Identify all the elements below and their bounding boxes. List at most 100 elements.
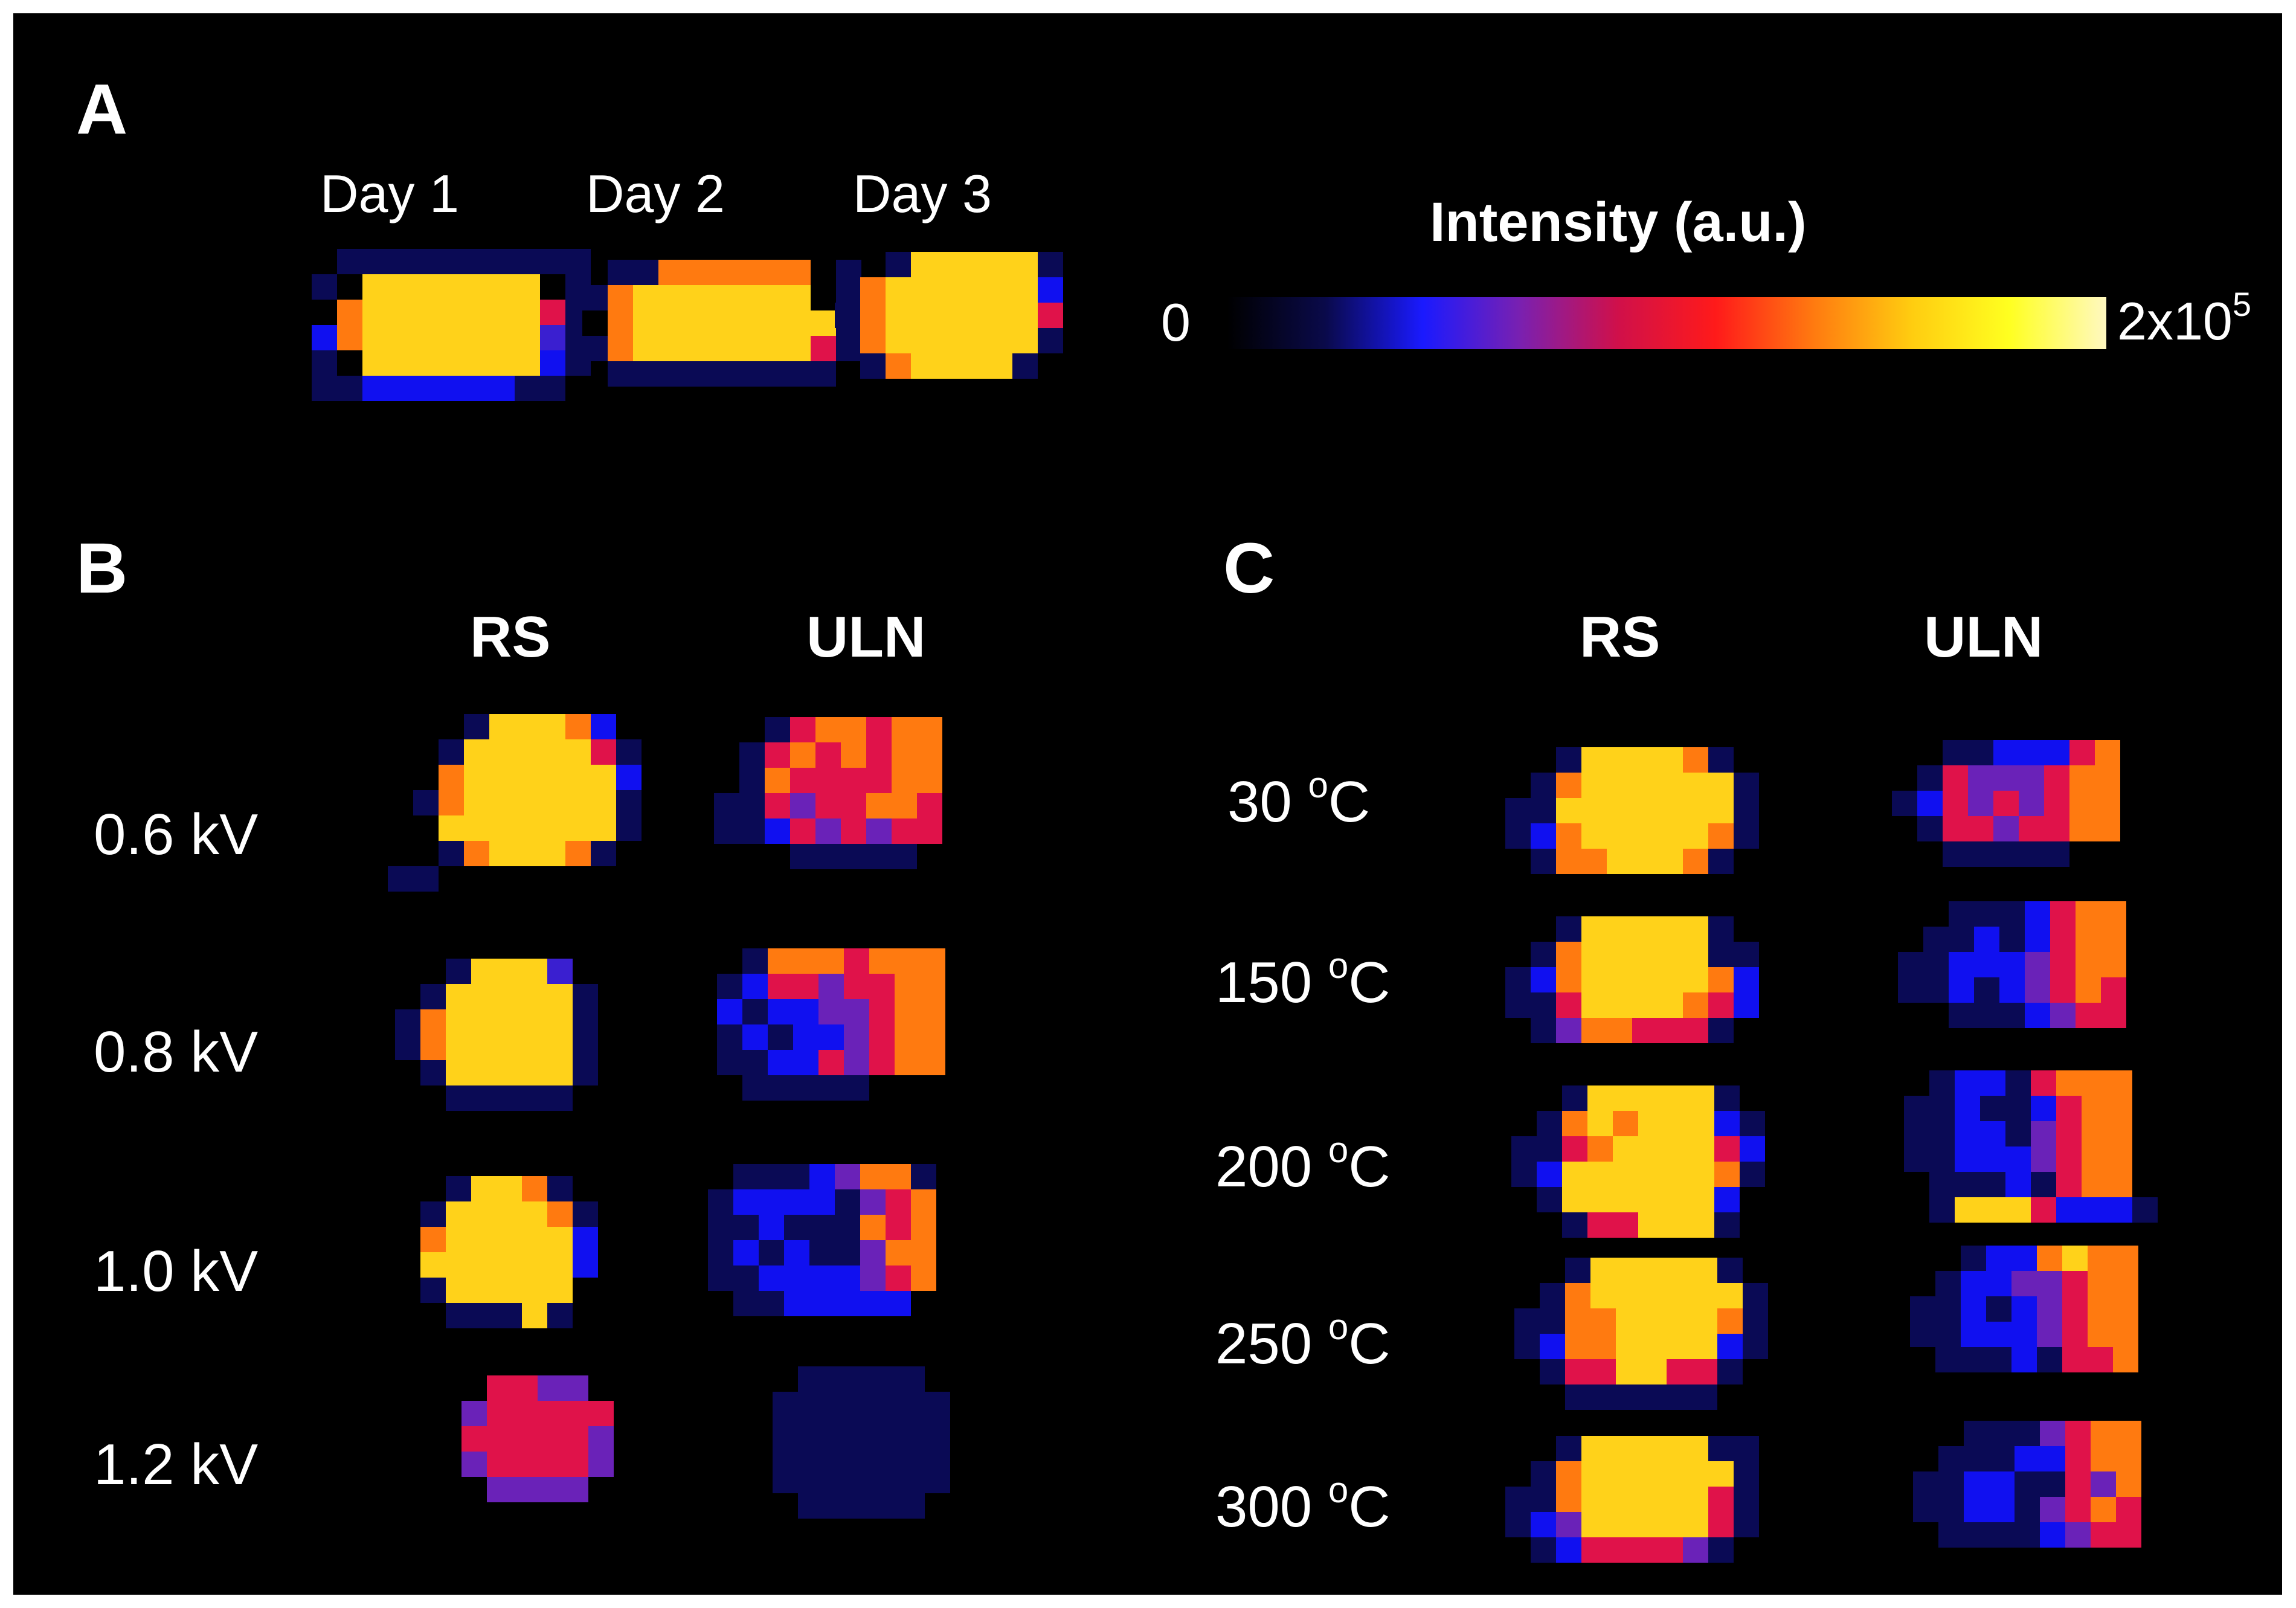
pixel-cell (446, 1085, 471, 1111)
pixel-cell (1993, 740, 2019, 765)
pixel-cell (563, 1375, 588, 1401)
pixel-cell (515, 841, 540, 866)
pixel-cell (860, 1240, 886, 1265)
pixel-cell (489, 300, 515, 325)
pixel-cell (920, 1024, 945, 1050)
pixel-cell (708, 1189, 733, 1215)
pixel-cell (446, 1176, 471, 1201)
pixel-cell (818, 1075, 844, 1101)
pixel-cell (471, 1201, 497, 1227)
pixel-cell (1664, 1187, 1689, 1212)
pixel-cell (1514, 1308, 1540, 1334)
pixel-cell (1734, 823, 1759, 849)
pixel-cell (1683, 967, 1708, 992)
pixel-cell (823, 1417, 849, 1442)
panel-c-row-3-sup: o (1328, 1130, 1349, 1170)
panel-c-row-4-sup: o (1328, 1307, 1349, 1347)
pixel-cell (616, 739, 642, 765)
pixel-cell (471, 1009, 497, 1035)
pixel-cell (1989, 1471, 2015, 1497)
pixel-cell (547, 1035, 573, 1060)
pixel-cell (2015, 1471, 2040, 1497)
pixel-cell (538, 1477, 563, 1502)
pixel-cell (1565, 1384, 1590, 1410)
pixel-cell (608, 260, 633, 285)
pixel-cell (785, 310, 811, 336)
pixel-cell (899, 1442, 925, 1468)
pixel-cell (439, 765, 464, 790)
pixel-cell (841, 844, 866, 869)
pixel-cell (616, 790, 642, 815)
pixel-cell (540, 841, 565, 866)
pixel-cell (765, 768, 790, 793)
pixel-cell (768, 1024, 793, 1050)
pixel-cell (591, 841, 616, 866)
pixel-cell (815, 844, 841, 869)
pixel-cell (1923, 927, 1949, 952)
pixel-cell (446, 984, 471, 1009)
pixel-cell (773, 1417, 798, 1442)
pixel-cell (2088, 1271, 2113, 1296)
pixel-cell (1505, 823, 1531, 849)
pixel-cell (1556, 967, 1581, 992)
pixel-cell (2082, 1172, 2107, 1197)
pixel-cell (2082, 1070, 2107, 1096)
intensity-map-b-rs-1 (388, 714, 642, 892)
pixel-cell (471, 1303, 497, 1328)
pixel-cell (784, 1291, 809, 1316)
pixel-cell (1632, 823, 1658, 849)
pixel-cell (337, 376, 362, 401)
pixel-cell (759, 1291, 784, 1316)
pixel-cell (547, 1252, 573, 1278)
pixel-cell (538, 1426, 563, 1452)
pixel-cell (1708, 1461, 1734, 1487)
pixel-cell (2062, 1347, 2088, 1372)
pixel-cell (1581, 798, 1607, 823)
pixel-cell (2044, 841, 2069, 867)
pixel-cell (1607, 747, 1632, 773)
pixel-cell (388, 300, 413, 325)
pixel-cell (1038, 252, 1063, 277)
pixel-cell (337, 249, 362, 274)
pixel-cell (515, 350, 540, 376)
pixel-cell (1641, 1384, 1667, 1410)
pixel-cell (420, 1252, 446, 1278)
pixel-cell (1974, 927, 1999, 952)
pixel-cell (1581, 823, 1607, 849)
pixel-cell (759, 1240, 784, 1265)
pixel-cell (515, 765, 540, 790)
pixel-cell (1734, 967, 1759, 992)
pixel-cell (1590, 1283, 1616, 1308)
pixel-cell (1692, 1384, 1717, 1410)
pixel-cell (522, 1176, 547, 1201)
pixel-cell (1683, 992, 1708, 1018)
pixel-cell (987, 277, 1012, 303)
pixel-cell (1917, 791, 1943, 816)
panel-c-row-2-sup: o (1328, 945, 1349, 986)
pixel-cell (471, 1085, 497, 1111)
pixel-cell (1632, 1487, 1658, 1512)
pixel-cell (1562, 1111, 1587, 1136)
pixel-cell (2025, 952, 2050, 977)
pixel-cell (1537, 1136, 1562, 1162)
pixel-cell (1683, 1461, 1708, 1487)
pixel-cell (2037, 1271, 2062, 1296)
pixel-cell (1667, 1334, 1692, 1359)
pixel-cell (1012, 277, 1038, 303)
pixel-cell (1993, 841, 2019, 867)
pixel-cell (1898, 952, 1923, 977)
pixel-cell (784, 1265, 809, 1291)
pixel-cell (547, 1085, 573, 1111)
pixel-cell (869, 948, 895, 974)
pixel-cell (886, 277, 911, 303)
intensity-map-b-uln-4 (773, 1366, 950, 1519)
pixel-cell (2040, 1446, 2065, 1471)
pixel-cell (446, 1227, 471, 1252)
pixel-cell (565, 765, 591, 790)
pixel-cell (815, 793, 841, 818)
pixel-cell (2076, 977, 2101, 1003)
pixel-cell (1949, 927, 1974, 952)
pixel-cell (844, 1050, 869, 1075)
pixel-cell (1993, 791, 2019, 816)
pixel-cell (835, 1164, 860, 1189)
